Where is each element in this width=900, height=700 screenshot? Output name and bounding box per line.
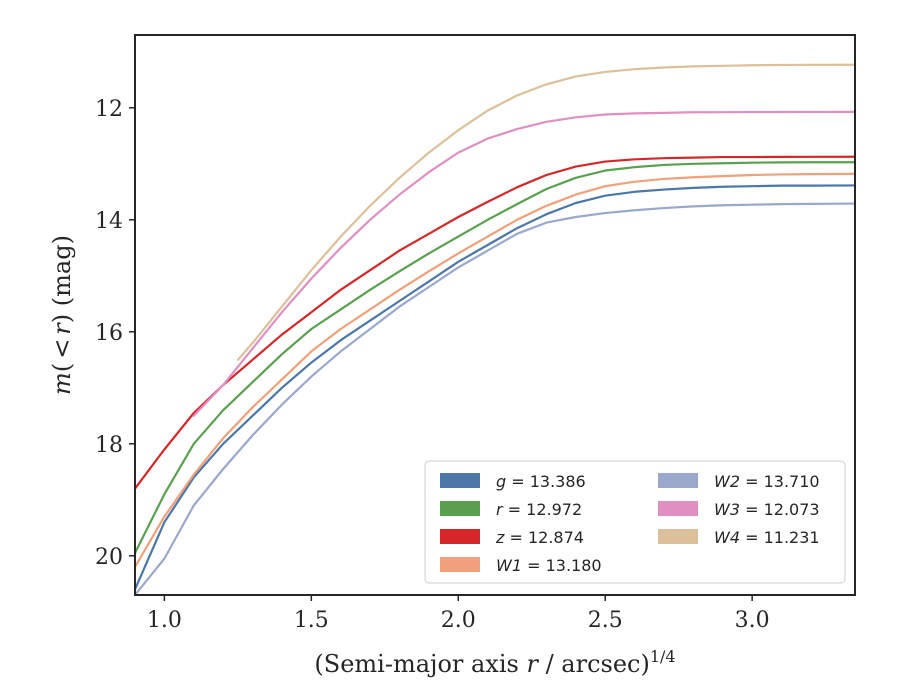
y-axis-label-m: m [48, 372, 76, 395]
series-line-w1 [135, 172, 855, 569]
legend-box [424, 460, 846, 584]
y-axis-label-lt: < [48, 339, 76, 359]
series-line-w3 [192, 110, 855, 417]
y-axis-label-paren: ( [48, 363, 76, 372]
plot-area [135, 63, 855, 595]
legend-label-g: g = 13.386 [496, 472, 586, 491]
x-tick-label: 1.5 [294, 608, 329, 633]
x-axis-label-rest: / arcsec) [538, 650, 650, 678]
legend-swatch-w3 [658, 501, 698, 516]
y-tick-label: 12 [95, 97, 123, 122]
series-line-z [135, 155, 855, 490]
y-tick-label: 20 [95, 545, 123, 570]
legend-label-w4: W4 = 11.231 [714, 528, 820, 547]
plot-frame [134, 34, 856, 596]
legend-swatch-w2 [658, 473, 698, 488]
x-tick-label: 3.0 [735, 608, 770, 633]
y-tick-label: 16 [95, 321, 123, 346]
y-axis-label-rest: ) (mag) [48, 235, 76, 323]
y-tick-label: 14 [95, 209, 123, 234]
legend-label-w3: W3 = 12.073 [714, 500, 820, 519]
y-ticks: 12 14 16 18 20 [95, 97, 135, 570]
x-tick-label: 1.0 [147, 608, 182, 633]
x-tick-label: 2.5 [588, 608, 623, 633]
legend-label-r: r = 12.972 [496, 500, 582, 519]
legend-swatch-w4 [658, 529, 698, 544]
x-ticks: 1.0 1.5 2.0 2.5 3.0 [147, 595, 770, 633]
legend: g = 13.386 r = 12.972 z = 12.874 W1 = 13.18… [424, 460, 846, 584]
x-axis-label-sup: 1/4 [650, 647, 676, 666]
legend-swatch-g [440, 473, 480, 488]
x-axis-label-var: r [526, 650, 539, 678]
x-axis-label-main: (Semi-major axis [314, 650, 526, 678]
y-axis-label: m( < r) (mag) [48, 235, 76, 395]
x-axis-label: (Semi-major axis r / arcsec)1/4 [314, 647, 675, 678]
x-tick-label: 2.0 [441, 608, 476, 633]
legend-label-w2: W2 = 13.710 [714, 472, 820, 491]
series-line-w2 [135, 202, 855, 595]
legend-swatch-z [440, 529, 480, 544]
series-line-r [135, 161, 855, 555]
y-axis-label-r: r [48, 322, 76, 335]
legend-label-z: z = 12.874 [495, 528, 584, 547]
series-line-w4 [236, 63, 855, 361]
series-layer [135, 63, 855, 595]
legend-swatch-w1 [440, 557, 480, 572]
y-tick-label: 18 [95, 433, 123, 458]
series-line-g [135, 184, 855, 591]
legend-swatch-r [440, 501, 480, 516]
legend-label-w1: W1 = 13.180 [496, 556, 602, 575]
